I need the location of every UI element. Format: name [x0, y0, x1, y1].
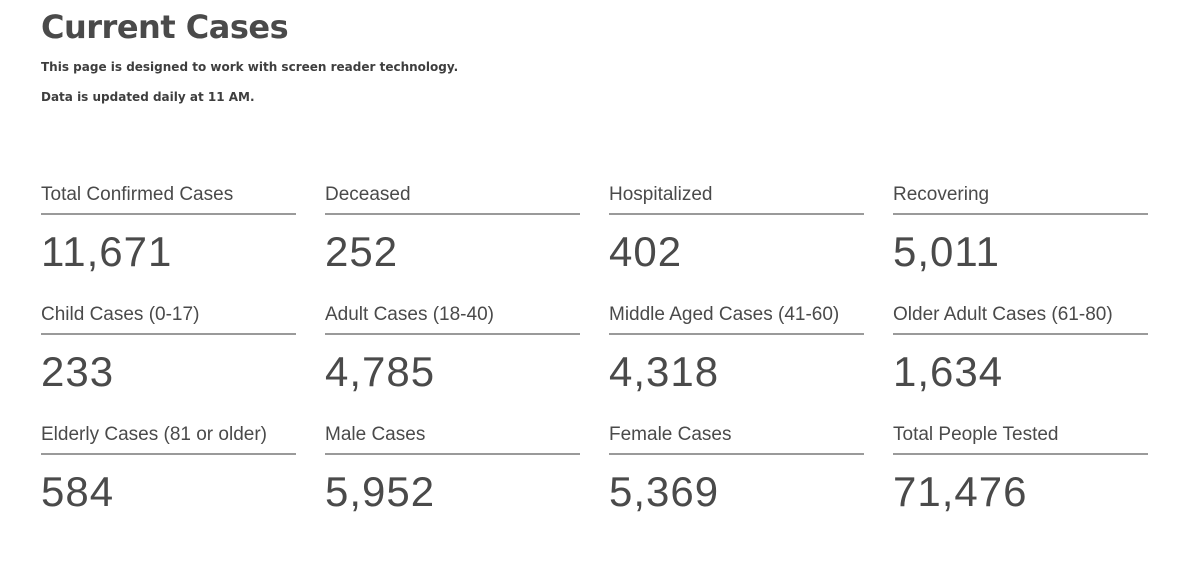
stat-recovering: Recovering 5,011 — [893, 181, 1148, 301]
stat-label: Adult Cases (18-40) — [325, 302, 580, 335]
stat-value: 5,952 — [325, 468, 436, 515]
stat-label: Total Confirmed Cases — [41, 182, 296, 215]
stat-hospitalized: Hospitalized 402 — [609, 181, 864, 301]
stat-value: 4,785 — [325, 348, 436, 395]
stat-value: 1,634 — [893, 348, 1004, 395]
stat-value: 233 — [41, 348, 115, 395]
stat-deceased: Deceased 252 — [325, 181, 580, 301]
stats-grid: Total Confirmed Cases 11,671 Deceased 25… — [41, 181, 1148, 541]
stat-female-cases: Female Cases 5,369 — [609, 421, 864, 541]
stat-adult-cases: Adult Cases (18-40) 4,785 — [325, 301, 580, 421]
stat-label: Elderly Cases (81 or older) — [41, 422, 296, 455]
page-title: Current Cases — [41, 8, 289, 46]
stat-male-cases: Male Cases 5,952 — [325, 421, 580, 541]
stat-older-adult-cases: Older Adult Cases (61-80) 1,634 — [893, 301, 1148, 421]
stat-value: 5,011 — [893, 228, 1000, 275]
stat-value: 5,369 — [609, 468, 720, 515]
stat-value: 252 — [325, 228, 399, 275]
stat-total-people-tested: Total People Tested 71,476 — [893, 421, 1148, 541]
stat-total-confirmed-cases: Total Confirmed Cases 11,671 — [41, 181, 296, 301]
stat-elderly-cases: Elderly Cases (81 or older) 584 — [41, 421, 296, 541]
stat-value: 4,318 — [609, 348, 720, 395]
stat-label: Child Cases (0-17) — [41, 302, 296, 335]
stat-value: 11,671 — [41, 228, 173, 275]
stat-value: 71,476 — [893, 468, 1028, 515]
stat-label: Female Cases — [609, 422, 864, 455]
stat-middle-aged-cases: Middle Aged Cases (41-60) 4,318 — [609, 301, 864, 421]
stat-label: Deceased — [325, 182, 580, 215]
stat-value: 402 — [609, 228, 683, 275]
stat-label: Male Cases — [325, 422, 580, 455]
screen-reader-note: This page is designed to work with scree… — [41, 60, 459, 74]
update-schedule-note: Data is updated daily at 11 AM. — [41, 90, 255, 104]
stat-label: Recovering — [893, 182, 1148, 215]
stat-label: Total People Tested — [893, 422, 1148, 455]
stat-child-cases: Child Cases (0-17) 233 — [41, 301, 296, 421]
stat-label: Hospitalized — [609, 182, 864, 215]
stat-label: Middle Aged Cases (41-60) — [609, 302, 864, 335]
stat-value: 584 — [41, 468, 115, 515]
stat-label: Older Adult Cases (61-80) — [893, 302, 1148, 335]
